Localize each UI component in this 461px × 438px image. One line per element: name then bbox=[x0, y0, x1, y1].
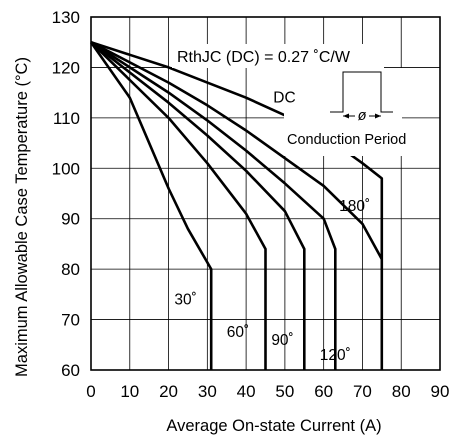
series-label-60: 60˚ bbox=[227, 324, 249, 341]
series-line-30 bbox=[89, 41, 213, 370]
series-label-180: 180˚ bbox=[339, 198, 370, 215]
conduction-angle-symbol: ø bbox=[358, 108, 367, 124]
y-tick-label: 90 bbox=[61, 210, 80, 229]
x-tick-label: 0 bbox=[86, 382, 95, 401]
x-tick-label: 90 bbox=[431, 382, 450, 401]
y-tick-label: 110 bbox=[53, 109, 80, 128]
y-tick-label: 100 bbox=[52, 159, 80, 178]
series-label-90: 90˚ bbox=[271, 332, 293, 349]
x-tick-label: 10 bbox=[120, 382, 139, 401]
x-tick-label: 40 bbox=[237, 382, 256, 401]
x-tick-labels: 0 10 20 30 40 50 60 70 80 90 bbox=[86, 382, 449, 401]
y-tick-label: 60 bbox=[61, 361, 80, 380]
x-tick-label: 60 bbox=[314, 382, 333, 401]
series-line-90 bbox=[90, 41, 306, 370]
x-axis-label: Average On-state Current (A) bbox=[166, 417, 381, 435]
x-tick-label: 20 bbox=[159, 382, 178, 401]
conduction-period-inset: ø Conduction Period bbox=[284, 68, 406, 156]
x-tick-label: 30 bbox=[198, 382, 217, 401]
annotation-background bbox=[172, 44, 384, 68]
series-line-dc bbox=[90, 40, 384, 370]
x-tick-label: 50 bbox=[275, 382, 294, 401]
series-label-30: 30˚ bbox=[174, 291, 196, 308]
y-tick-label: 120 bbox=[52, 58, 80, 77]
y-tick-labels: 60 70 80 90 100 110 120 130 bbox=[52, 8, 80, 380]
y-tick-label: 80 bbox=[61, 260, 80, 279]
y-axis-label: Maximum Allowable Case Temperature (°C) bbox=[13, 57, 31, 377]
series-label-dc: DC bbox=[273, 90, 295, 107]
y-tick-label: 130 bbox=[52, 8, 80, 27]
plot-frame bbox=[90, 16, 441, 371]
x-tick-label: 70 bbox=[353, 382, 372, 401]
series-labels: 30˚ 60˚ 90˚ 120˚ 180˚ DC bbox=[174, 90, 370, 364]
series-label-120: 120˚ bbox=[320, 347, 351, 364]
series-line-120 bbox=[90, 41, 337, 370]
x-tick-label: 80 bbox=[392, 382, 411, 401]
series-line-180 bbox=[90, 41, 383, 260]
series-line-60 bbox=[90, 41, 267, 370]
conduction-waveform bbox=[330, 71, 393, 113]
conduction-period-label: Conduction Period bbox=[287, 132, 406, 148]
series-lines bbox=[89, 40, 384, 370]
rthjc-annotation: RthJC (DC) = 0.27 ˚C/W bbox=[177, 49, 351, 66]
y-tick-label: 70 bbox=[61, 311, 80, 330]
